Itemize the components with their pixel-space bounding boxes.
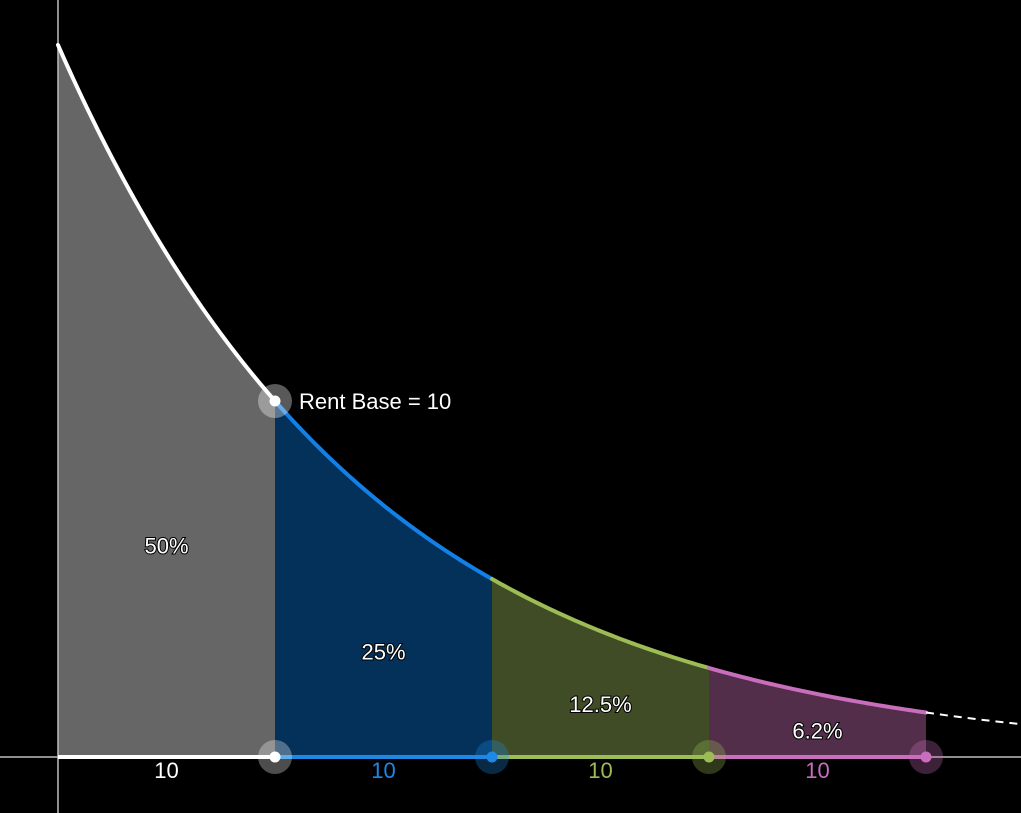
width-label-2: 10 <box>371 758 395 783</box>
percent-label-2: 25% <box>361 639 405 664</box>
point-2 <box>486 751 498 763</box>
width-label-1: 10 <box>154 758 178 783</box>
width-label-3: 10 <box>588 758 612 783</box>
point-1 <box>269 751 281 763</box>
curve-segment-3 <box>490 577 711 670</box>
percent-label-3: 12.5% <box>569 692 631 717</box>
area-segment-3 <box>492 579 709 757</box>
area-layer <box>58 45 926 757</box>
point-3 <box>703 751 715 763</box>
percent-label-1: 50% <box>144 534 188 559</box>
curve-segment-2 <box>273 399 494 581</box>
point-layer <box>258 384 943 774</box>
curve-tail <box>925 711 1021 726</box>
curve-segment-1 <box>56 43 277 403</box>
percent-label-4: 6.2% <box>792 719 842 744</box>
point-4 <box>920 751 932 763</box>
width-label-4: 10 <box>805 758 829 783</box>
label-layer: Rent Base = 10 50% 10 25% 10 12.5% 10 6.2% 10 <box>143 389 843 783</box>
curve-layer <box>56 43 1021 759</box>
area-segment-1 <box>58 45 275 757</box>
rent-base-label: Rent Base = 10 <box>299 389 451 414</box>
area-segment-2 <box>275 401 492 757</box>
area-segment-4 <box>709 668 926 757</box>
curve-segment-4 <box>707 666 928 715</box>
rent-base-point <box>269 395 281 407</box>
